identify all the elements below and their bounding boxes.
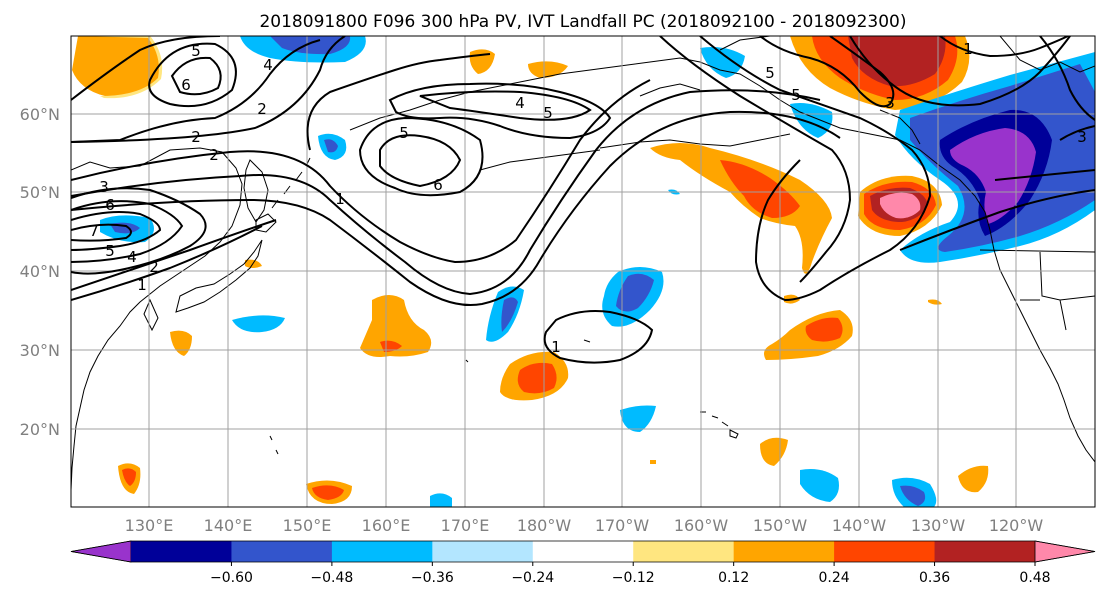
lon-tick-label: 170°W — [595, 516, 650, 535]
colorbar-extend-high — [1034, 540, 1096, 563]
colorbar-cell — [131, 541, 232, 562]
colorbar-cell — [532, 541, 634, 562]
colorbar-tick-label: −0.36 — [411, 570, 454, 586]
contour-label: 7 — [89, 222, 99, 240]
contour-label: 3 — [1077, 128, 1087, 146]
lat-tick-label: 40°N — [20, 262, 60, 281]
contour-label: 6 — [181, 76, 191, 94]
colorbar-outline — [70, 540, 1096, 563]
colorbar-cell — [733, 541, 835, 562]
contour-label: 1 — [137, 276, 147, 294]
negative-anomaly-core — [950, 128, 1036, 224]
colorbar-cell — [633, 541, 735, 562]
asia-coast — [71, 147, 243, 491]
colorbar-cell — [432, 541, 534, 562]
contour-label: 5 — [543, 104, 553, 122]
lon-tick-label: 160°E — [362, 516, 411, 535]
contour-label: 5 — [191, 42, 201, 60]
colorbar: −0.60 −0.48 −0.36 −0.24 −0.12 0.12 0.24 0.36 0.4… — [70, 540, 1096, 586]
contour-label: 3 — [99, 178, 109, 196]
contour-labels: 5 6 4 2 2 2 5 4 5 6 5 1 5 1 1 3 3 3 6 7 … — [89, 40, 1087, 356]
contour-label: 5 — [105, 242, 115, 260]
map-panel: 5 6 4 2 2 2 5 4 5 6 5 1 5 1 1 3 3 3 6 7 … — [71, 36, 1095, 507]
contour-label: 4 — [263, 56, 273, 74]
lat-tick-label: 20°N — [20, 420, 60, 439]
lon-tick-label: 170°E — [441, 516, 490, 535]
map-title: 2018091800 F096 300 hPa PV, IVT Landfall… — [259, 12, 906, 32]
contour-label: 1 — [335, 190, 345, 208]
contour-label: 6 — [433, 176, 443, 194]
colorbar-extend-low — [70, 540, 132, 563]
map-frame — [70, 35, 1096, 508]
lon-axis: 130°E 140°E 150°E 160°E 170°E 180°W 170°… — [125, 516, 1044, 535]
lon-tick-label: 180°W — [517, 516, 572, 535]
lon-tick-label: 150°E — [283, 516, 332, 535]
contour-label: 2 — [257, 100, 267, 118]
contour-label: 4 — [515, 94, 525, 112]
contour-label: 3 — [885, 94, 895, 112]
lon-tick-label: 130°E — [125, 516, 174, 535]
colorbar-tick-label: −0.24 — [511, 570, 554, 586]
positive-anomaly-central — [360, 295, 432, 357]
colorbar-tick-label: 0.24 — [819, 570, 850, 586]
colorbar-cell — [934, 541, 1036, 562]
contour-label: 4 — [127, 248, 137, 266]
colorbar-cell — [331, 541, 433, 562]
lat-tick-label: 30°N — [20, 341, 60, 360]
contour-label: 2 — [209, 146, 219, 164]
contour-label: 6 — [105, 196, 115, 214]
contour-label: 5 — [791, 86, 801, 104]
contour-label: 5 — [765, 64, 775, 82]
pv-contours — [71, 36, 1095, 364]
lon-tick-label: 140°E — [204, 516, 253, 535]
colorbar-cell — [231, 541, 333, 562]
lon-tick-label: 130°W — [911, 516, 966, 535]
lat-axis: 60°N 50°N 40°N 30°N 20°N — [20, 105, 60, 439]
contour-label: 2 — [191, 128, 201, 146]
contour-label: 2 — [149, 258, 159, 276]
colorbar-tick-label: 0.36 — [919, 570, 950, 586]
colorbar-tick-label: 0.48 — [1019, 570, 1050, 586]
contour-label: 1 — [963, 40, 973, 58]
japan-coast — [175, 239, 263, 313]
lat-tick-label: 50°N — [20, 183, 60, 202]
coastlines — [71, 36, 1095, 491]
alaska-coast — [349, 57, 1095, 463]
colorbar-ticks: −0.60 −0.48 −0.36 −0.24 −0.12 0.12 0.24 0.36 0.4… — [210, 562, 1051, 586]
contour-label: 1 — [551, 338, 561, 356]
colorbar-cell — [834, 541, 936, 562]
colorbar-tick-label: −0.60 — [210, 570, 253, 586]
lon-tick-label: 120°W — [989, 516, 1044, 535]
colorbar-cells — [70, 540, 1096, 563]
lat-tick-label: 60°N — [20, 105, 60, 124]
colorbar-tick-label: −0.12 — [612, 570, 655, 586]
lon-tick-label: 150°W — [753, 516, 808, 535]
border-lines — [979, 249, 1095, 331]
colorbar-tick-label: −0.48 — [310, 570, 353, 586]
colorbar-tick-label: 0.12 — [718, 570, 749, 586]
hawaii — [700, 411, 739, 439]
lon-tick-label: 140°W — [832, 516, 887, 535]
lon-tick-label: 160°W — [674, 516, 729, 535]
contour-label: 5 — [399, 124, 409, 142]
